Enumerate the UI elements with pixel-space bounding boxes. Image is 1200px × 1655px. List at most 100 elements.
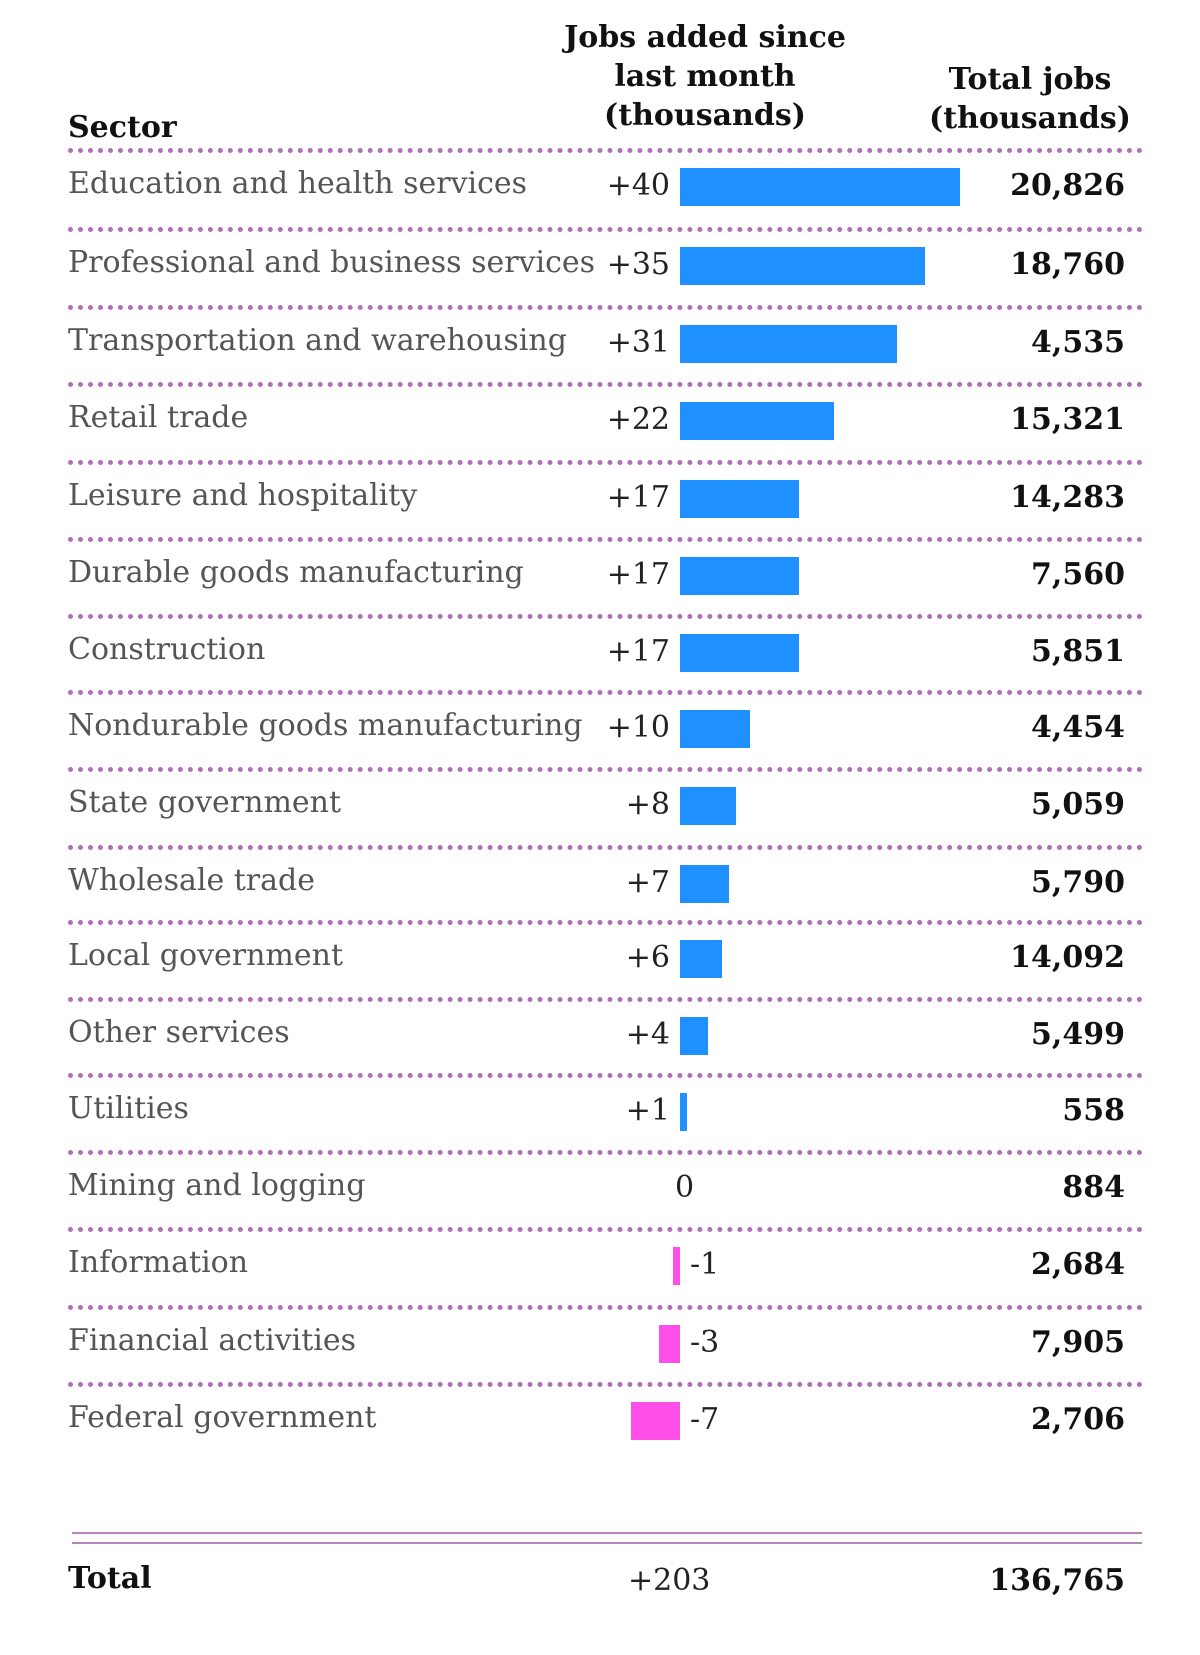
- sector-name: Construction: [68, 632, 266, 667]
- total-jobs-value: 5,790: [1031, 865, 1125, 900]
- change-value: +17: [606, 557, 670, 592]
- change-value: +10: [606, 710, 670, 745]
- table-row: Wholesale trade +7 5,790: [0, 845, 1200, 925]
- sector-name: Education and health services: [68, 166, 528, 201]
- change-value: -1: [690, 1247, 720, 1282]
- row-separator: [68, 1227, 1143, 1232]
- total-jobs-value: 14,092: [1010, 940, 1125, 975]
- table-row: Durable goods manufacturing +17 7,560: [0, 537, 1200, 617]
- table-row: Federal government -7 2,706: [0, 1382, 1200, 1462]
- total-jobs-value: 7,905: [1031, 1325, 1125, 1360]
- row-separator: [68, 382, 1143, 387]
- row-separator: [68, 227, 1143, 232]
- total-row: Total +203 136,765: [0, 1478, 1200, 1598]
- row-separator: [68, 614, 1143, 619]
- positive-bar: [680, 402, 834, 440]
- table-row: State government +8 5,059: [0, 767, 1200, 847]
- sector-name: Other services: [68, 1015, 290, 1050]
- row-separator: [68, 1382, 1143, 1387]
- row-separator: [68, 690, 1143, 695]
- positive-bar: [680, 480, 799, 518]
- total-jobs-value: 14,283: [1010, 480, 1125, 515]
- sector-name: State government: [68, 785, 342, 820]
- sector-name: Durable goods manufacturing: [68, 555, 524, 590]
- positive-bar: [680, 325, 897, 363]
- header-total-jobs-line: (thousands): [929, 101, 1131, 136]
- total-jobs-value: 5,851: [1031, 634, 1125, 669]
- total-jobs-value: 4,454: [1031, 710, 1125, 745]
- negative-bar: [673, 1247, 680, 1285]
- total-jobs-value: 2,706: [1031, 1402, 1125, 1437]
- table-row: Nondurable goods manufacturing +10 4,454: [0, 690, 1200, 770]
- positive-bar: [680, 787, 736, 825]
- row-separator: [68, 845, 1143, 850]
- total-jobs-value: 884: [1062, 1170, 1125, 1205]
- sector-name: Transportation and warehousing: [68, 323, 567, 358]
- total-jobs-value: 136,765: [989, 1563, 1125, 1598]
- total-jobs-value: 15,321: [1010, 402, 1125, 437]
- header-jobs-added: Jobs added since last month (thousands): [540, 18, 870, 135]
- table-row: Mining and logging 0 884: [0, 1150, 1200, 1230]
- sector-name: Professional and business services: [68, 245, 596, 280]
- positive-bar: [680, 940, 722, 978]
- total-jobs-value: 20,826: [1010, 168, 1125, 203]
- negative-bar: [631, 1402, 680, 1440]
- row-separator: [68, 767, 1143, 772]
- total-label: Total: [68, 1561, 152, 1596]
- row-separator: [68, 305, 1143, 310]
- change-value: +40: [606, 168, 670, 203]
- header-jobs-added-line: (thousands): [604, 98, 806, 133]
- total-jobs-value: 4,535: [1031, 325, 1125, 360]
- positive-bar: [680, 865, 729, 903]
- table-row: Financial activities -3 7,905: [0, 1305, 1200, 1385]
- sector-name: Nondurable goods manufacturing: [68, 708, 583, 743]
- positive-bar: [680, 1017, 708, 1055]
- change-value: -3: [690, 1325, 720, 1360]
- table-row: Transportation and warehousing +31 4,535: [0, 305, 1200, 385]
- total-change-value: +203: [628, 1563, 711, 1598]
- change-value: +6: [625, 940, 670, 975]
- positive-bar: [680, 247, 925, 285]
- table-row: Leisure and hospitality +17 14,283: [0, 460, 1200, 540]
- negative-bar: [659, 1325, 680, 1363]
- sector-name: Wholesale trade: [68, 863, 315, 898]
- table-row: Local government +6 14,092: [0, 920, 1200, 1000]
- row-separator: [68, 460, 1143, 465]
- row-separator: [68, 1073, 1143, 1078]
- change-value: +8: [625, 787, 670, 822]
- sector-name: Retail trade: [68, 400, 249, 435]
- header-sector: Sector: [68, 110, 177, 145]
- change-value: 0: [675, 1170, 695, 1205]
- change-value: +17: [606, 634, 670, 669]
- header-total-jobs: Total jobs (thousands): [920, 60, 1140, 138]
- total-jobs-value: 18,760: [1010, 247, 1125, 282]
- sector-name: Federal government: [68, 1400, 377, 1435]
- positive-bar: [680, 557, 799, 595]
- table-row: Utilities +1 558: [0, 1073, 1200, 1153]
- sector-name: Information: [68, 1245, 249, 1280]
- change-value: +22: [606, 402, 670, 437]
- sector-name: Mining and logging: [68, 1168, 366, 1203]
- total-divider: [72, 1532, 1142, 1544]
- table-row: Retail trade +22 15,321: [0, 382, 1200, 462]
- row-separator: [68, 1305, 1143, 1310]
- total-jobs-value: 5,499: [1031, 1017, 1125, 1052]
- row-separator: [68, 997, 1143, 1002]
- row-separator: [68, 920, 1143, 925]
- table-row: Information -1 2,684: [0, 1227, 1200, 1307]
- positive-bar: [680, 1093, 687, 1131]
- sector-name: Financial activities: [68, 1323, 357, 1358]
- table-row: Education and health services +40 20,826: [0, 148, 1200, 228]
- total-jobs-value: 7,560: [1031, 557, 1125, 592]
- table-row: Other services +4 5,499: [0, 997, 1200, 1077]
- header-total-jobs-line: Total jobs: [948, 62, 1112, 97]
- total-jobs-value: 5,059: [1031, 787, 1125, 822]
- table-row: Construction +17 5,851: [0, 614, 1200, 694]
- change-value: +1: [625, 1093, 670, 1128]
- total-jobs-value: 2,684: [1031, 1247, 1125, 1282]
- positive-bar: [680, 168, 960, 206]
- row-separator: [68, 1150, 1143, 1155]
- change-value: +17: [606, 480, 670, 515]
- row-separator: [68, 537, 1143, 542]
